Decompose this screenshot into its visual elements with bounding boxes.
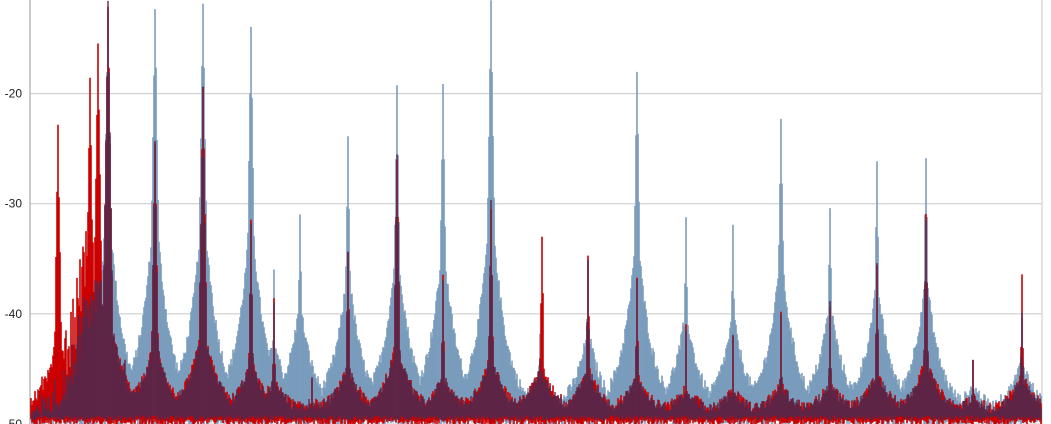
y-tick-label: -30: [5, 197, 23, 211]
y-tick-label: -20: [5, 87, 23, 101]
y-axis-labels: -20 -30 -40 -50: [5, 87, 23, 424]
y-tick-label: -40: [5, 307, 23, 321]
series-overlap: [30, 0, 1042, 421]
series-blue: [30, 0, 1042, 424]
y-tick-label: -50: [5, 417, 23, 424]
